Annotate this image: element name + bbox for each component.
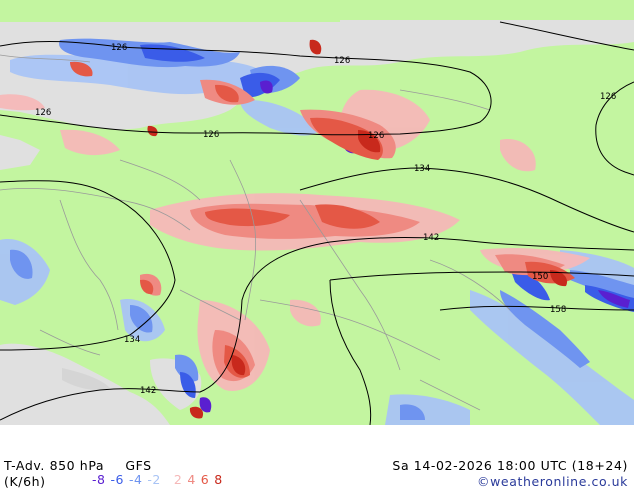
advection-map: 126 126 126 126 126 126 134 134 142 142 … [0, 0, 634, 425]
isoline-158 [439, 305, 634, 311]
isoline-150 [329, 271, 634, 425]
isoline-label: 126 [35, 108, 51, 118]
isoline-label: 142 [423, 233, 439, 243]
isoline-label: 134 [414, 164, 430, 174]
isoline-label: 142 [140, 386, 156, 396]
country-borders [0, 54, 511, 411]
isoline-label: 158 [550, 305, 566, 315]
color-legend: -8 -6 -4 -2 2 4 6 8 [92, 472, 228, 487]
isoline-label: 126 [111, 43, 127, 53]
credit-link[interactable]: ©weatheronline.co.uk [477, 474, 628, 489]
isoline-134 [0, 180, 176, 351]
isoline-label: 134 [124, 335, 140, 345]
chart-title: T-Adv. 850 hPa [4, 458, 105, 473]
model-name: GFS [125, 458, 152, 473]
legend-item: 2 [173, 472, 183, 487]
footer: T-Adv. 850 hPa GFS (K/6h) Sa 14-02-2026 … [0, 425, 634, 490]
legend-item: 8 [214, 472, 223, 487]
units-label: (K/6h) [4, 474, 46, 489]
isoline-labels: 126 126 126 126 126 126 134 134 142 142 … [35, 43, 616, 396]
legend-item: -6 [110, 472, 124, 487]
isoline-label: 126 [203, 130, 219, 140]
warm-advection-strong [70, 61, 575, 378]
isoline-label: 126 [334, 56, 350, 66]
warm-advection-extreme [147, 39, 568, 419]
isoline-142 [0, 237, 634, 421]
legend-item: 4 [187, 472, 196, 487]
isoline-134-east [299, 167, 634, 233]
isoline-label: 126 [368, 131, 384, 141]
isolines [0, 21, 634, 425]
isoline-126-east [595, 81, 634, 176]
legend-item: 6 [200, 472, 210, 487]
isoline-126-north [0, 40, 492, 136]
valid-datetime: Sa 14-02-2026 18:00 UTC (18+24) [392, 458, 628, 473]
isoline-label: 150 [532, 272, 548, 282]
legend-item: -2 [147, 472, 161, 487]
isoline-126-ne [499, 21, 634, 51]
legend-item: -4 [128, 472, 143, 487]
legend-item: -8 [92, 472, 106, 487]
isoline-label: 126 [600, 92, 616, 102]
